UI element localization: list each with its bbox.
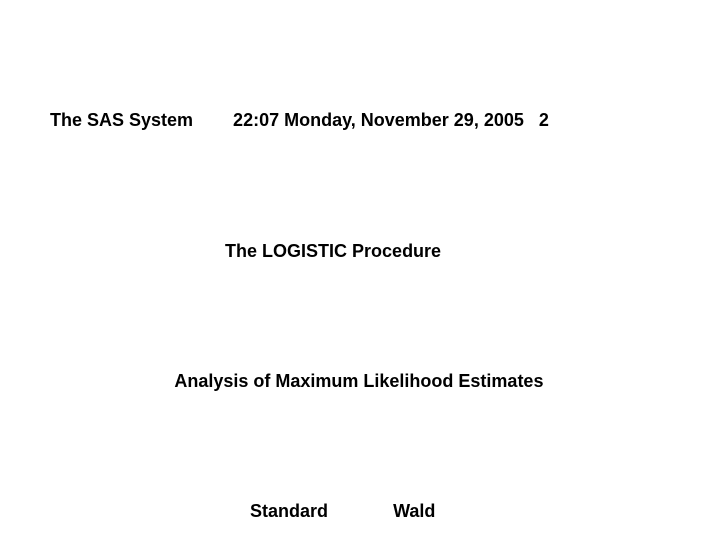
table-header-row-top: Standard Wald <box>50 501 436 522</box>
page-header-line: The SAS System 22:07 Monday, November 29… <box>50 110 549 131</box>
sas-listing: The SAS System 22:07 Monday, November 29… <box>50 67 649 540</box>
analysis-title: Analysis of Maximum Likelihood Estimates <box>50 370 544 391</box>
spacer-1 <box>50 176 649 198</box>
spacer-2 <box>50 306 649 328</box>
spacer-3 <box>50 436 649 458</box>
procedure-title: The LOGISTIC Procedure <box>50 240 442 261</box>
